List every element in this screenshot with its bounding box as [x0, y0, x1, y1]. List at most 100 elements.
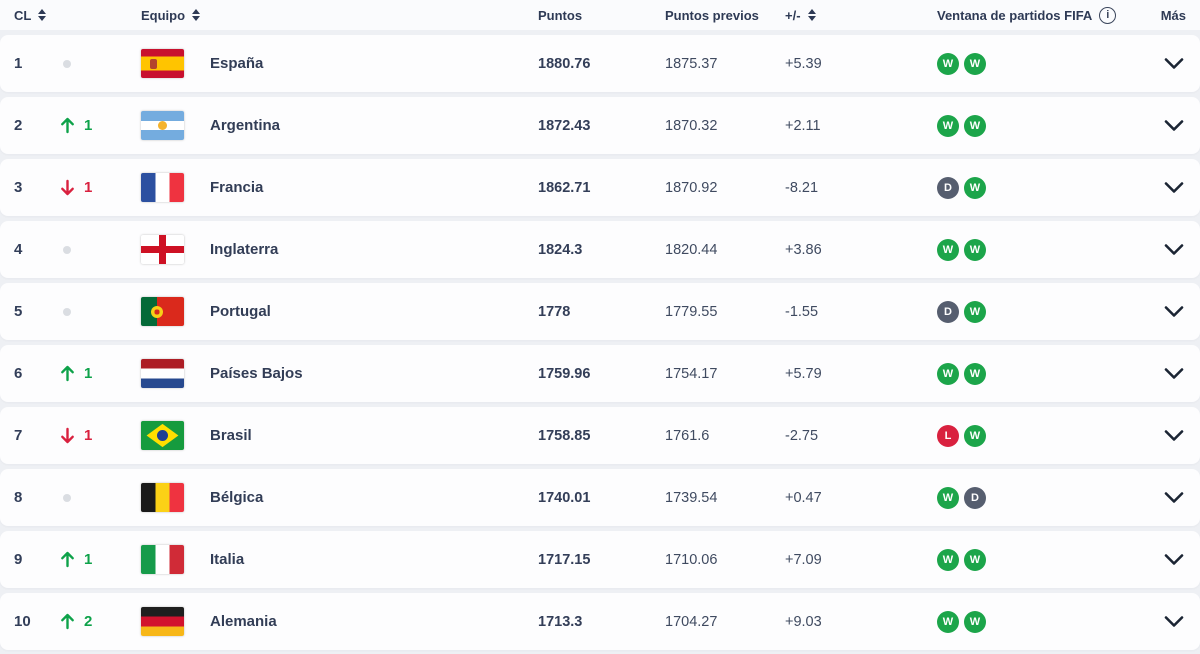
points-delta-value: +0.47: [785, 489, 822, 506]
rank-number: 3: [14, 179, 23, 196]
team-name: Inglaterra: [210, 241, 279, 258]
points-delta-value: +5.79: [785, 365, 822, 382]
match-result-badge-w[interactable]: W: [964, 548, 986, 571]
rank-change-down-icon: [61, 179, 74, 196]
expand-row-button[interactable]: [1162, 490, 1186, 505]
flag-belgica: [141, 483, 184, 512]
column-label-cl: CL: [14, 7, 32, 23]
expand-row-button[interactable]: [1162, 180, 1186, 195]
points-value: 1824.3: [538, 241, 583, 258]
expand-row-button[interactable]: [1162, 242, 1186, 257]
sort-delta-icon[interactable]: [807, 9, 816, 21]
expand-row-button[interactable]: [1162, 428, 1186, 443]
team-name: Brasil: [210, 427, 252, 444]
column-header-cl[interactable]: CL: [14, 8, 141, 23]
previous-points-value: 1779.55: [665, 303, 718, 320]
rank-change-value: 1: [84, 179, 93, 196]
rank-change-up-icon: [61, 117, 74, 134]
sort-down-triangle-icon: [38, 16, 47, 21]
team-name: España: [210, 55, 264, 72]
match-result-badge-w[interactable]: W: [937, 610, 959, 633]
chevron-down-icon: [1164, 430, 1184, 441]
points-value: 1713.3: [538, 613, 583, 630]
expand-row-button[interactable]: [1162, 304, 1186, 319]
match-result-badge-d[interactable]: D: [937, 300, 959, 323]
rank-change-up-icon: [61, 551, 74, 568]
match-result-badge-w[interactable]: W: [937, 114, 959, 137]
sort-equipo-icon[interactable]: [192, 9, 201, 21]
rank-number: 9: [14, 551, 23, 568]
team-name: Bélgica: [210, 489, 264, 506]
team-name: Países Bajos: [210, 365, 303, 382]
match-result-badge-w[interactable]: W: [964, 362, 986, 385]
sort-cl-icon[interactable]: [38, 9, 47, 21]
match-result-badge-w[interactable]: W: [937, 238, 959, 261]
rank-change-indicator: 1: [60, 551, 141, 568]
match-result-badge-w[interactable]: W: [964, 52, 986, 75]
rank-number: 2: [14, 117, 23, 134]
points-delta-value: +2.11: [785, 117, 821, 134]
expand-row-button[interactable]: [1162, 366, 1186, 381]
column-header-equipo[interactable]: Equipo: [141, 8, 538, 23]
rank-change-indicator: 2: [60, 613, 141, 630]
points-value: 1880.76: [538, 55, 591, 72]
column-label-mas: Más: [1160, 7, 1186, 23]
chevron-down-icon: [1164, 120, 1184, 131]
expand-row-button[interactable]: [1162, 56, 1186, 71]
points-delta-value: -2.75: [785, 427, 819, 444]
previous-points-value: 1739.54: [665, 489, 718, 506]
rank-change-indicator: [60, 245, 141, 254]
match-result-badge-l[interactable]: L: [937, 424, 959, 447]
rank-change-value: 1: [84, 427, 93, 444]
expand-row-button[interactable]: [1162, 614, 1186, 629]
sort-up-triangle-icon: [807, 9, 816, 14]
match-result-badge-w[interactable]: W: [964, 300, 986, 323]
flag-italia: [141, 545, 184, 574]
no-change-dot-icon: [63, 59, 71, 68]
rank-number: 8: [14, 489, 23, 506]
points-value: 1740.01: [538, 489, 591, 506]
chevron-down-icon: [1164, 58, 1184, 69]
points-value: 1759.96: [538, 365, 591, 382]
chevron-down-icon: [1164, 182, 1184, 193]
previous-points-value: 1870.32: [665, 117, 718, 134]
team-name: Italia: [210, 551, 245, 568]
previous-points-value: 1875.37: [665, 55, 718, 72]
match-result-badge-w[interactable]: W: [964, 238, 986, 261]
match-result-badge-w[interactable]: W: [937, 52, 959, 75]
points-value: 1717.15: [538, 551, 591, 568]
match-result-badge-w[interactable]: W: [937, 486, 959, 509]
column-header-mas: Más: [1161, 8, 1186, 23]
match-result-badge-w[interactable]: W: [964, 114, 986, 137]
match-result-badge-w[interactable]: W: [964, 176, 986, 199]
rank-number: 10: [14, 613, 31, 630]
column-label-puntos: Puntos: [538, 7, 583, 23]
info-icon[interactable]: i: [1099, 6, 1117, 24]
match-result-badge-d[interactable]: D: [964, 486, 986, 509]
match-result-badge-w[interactable]: W: [937, 548, 959, 571]
ranking-row: 6 1 Países Bajos 1759.96 1754.17 +5.79 W…: [0, 345, 1200, 402]
expand-row-button[interactable]: [1162, 118, 1186, 133]
chevron-down-icon: [1164, 368, 1184, 379]
points-delta-value: +5.39: [785, 55, 822, 72]
column-header-delta[interactable]: +/-: [785, 8, 937, 23]
match-result-badge-w[interactable]: W: [937, 362, 959, 385]
points-delta-value: +3.86: [785, 241, 822, 258]
match-result-badge-d[interactable]: D: [937, 176, 959, 199]
sort-up-triangle-icon: [192, 9, 201, 14]
rank-change-value: 2: [84, 613, 93, 630]
column-label-equipo: Equipo: [141, 7, 186, 23]
team-name: Portugal: [210, 303, 271, 320]
match-result-badge-w[interactable]: W: [964, 424, 986, 447]
points-delta-value: -8.21: [785, 179, 819, 196]
match-result-badge-w[interactable]: W: [964, 610, 986, 633]
sort-down-triangle-icon: [192, 16, 201, 21]
expand-row-button[interactable]: [1162, 552, 1186, 567]
